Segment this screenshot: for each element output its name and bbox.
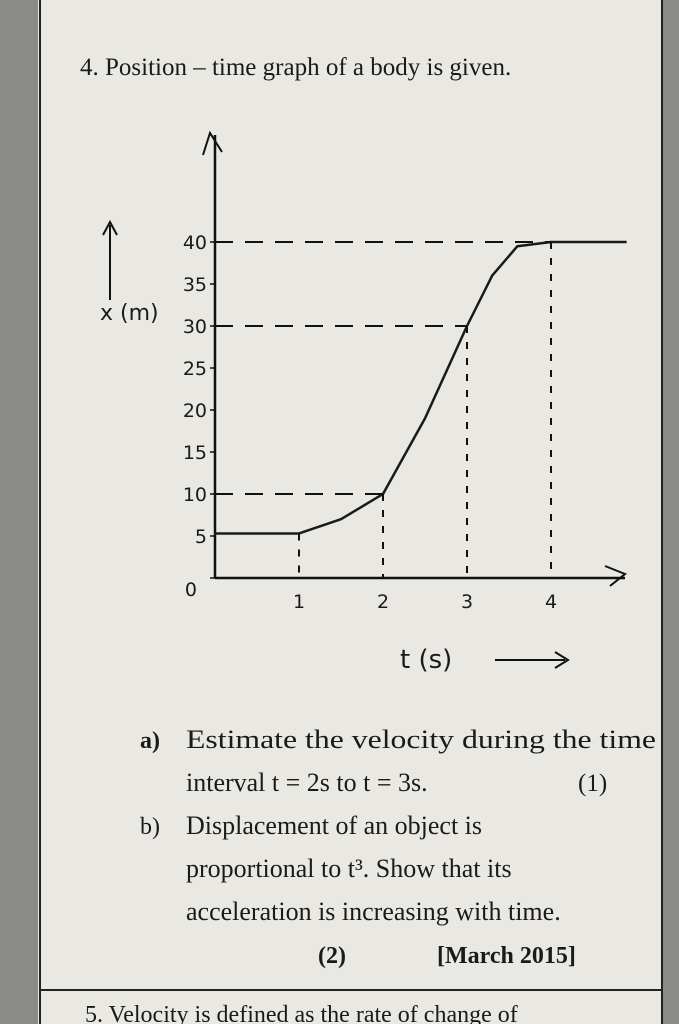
x-label-arrowhead xyxy=(554,651,570,669)
question-line: proportional to t³. Show that its xyxy=(186,854,512,883)
question-line: Estimate the velocity during the time xyxy=(186,725,656,754)
x-axis-arrowhead xyxy=(604,565,627,587)
question-line: Displacement of an object is xyxy=(186,811,482,840)
y-tick-label: 5 xyxy=(195,526,207,548)
marks: (1) xyxy=(578,770,607,797)
y-tick-label: 40 xyxy=(183,232,207,254)
question-label: b) xyxy=(140,814,160,840)
y-tick-label: 15 xyxy=(183,442,207,464)
question-line: interval t = 2s to t = 3s. xyxy=(186,768,428,797)
position-curve xyxy=(215,240,627,535)
y-label-arrowhead xyxy=(102,219,118,236)
x-tick-label: 1 xyxy=(293,591,305,613)
question-label: a) xyxy=(140,728,160,754)
x-tick-label: 2 xyxy=(377,591,389,613)
graph: 0 5 10 15 20 25 30 35 40 1 2 3 4 xyxy=(183,130,627,613)
y-axis-label: x (m) xyxy=(100,301,159,326)
source: [March 2015] xyxy=(437,943,576,969)
question-line: acceleration is increasing with time. xyxy=(186,897,561,926)
question-title: 4. Position – time graph of a body is gi… xyxy=(80,54,511,81)
y-tick-label: 25 xyxy=(183,358,207,380)
x-tick-label: 3 xyxy=(461,591,473,613)
y-axis-arrowhead xyxy=(202,130,223,156)
y-tick-label: 35 xyxy=(183,274,207,296)
marks: (2) xyxy=(318,943,346,969)
y-tick-label: 20 xyxy=(183,400,207,422)
y-tick-label: 10 xyxy=(183,484,207,506)
questions: a) Estimate the velocity during the time i… xyxy=(140,725,656,969)
paper xyxy=(38,0,663,1024)
next-question: 5. Velocity is defined as the rate of ch… xyxy=(85,1002,518,1024)
x-axis-label: t (s) xyxy=(400,645,452,675)
y-tick-label: 0 xyxy=(185,579,197,601)
y-tick-label: 30 xyxy=(183,316,207,338)
x-tick-label: 4 xyxy=(545,591,557,613)
